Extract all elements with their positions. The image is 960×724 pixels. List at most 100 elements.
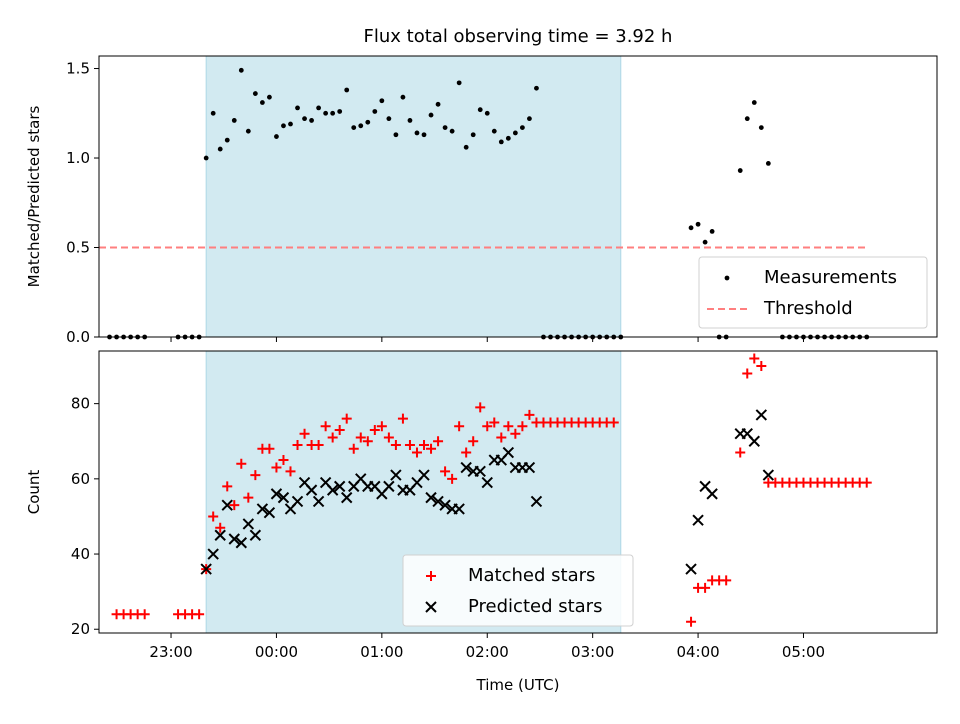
matched-stars-point	[208, 511, 219, 522]
predicted-stars-point	[291, 495, 304, 508]
predicted-stars-point	[277, 491, 290, 504]
predicted-stars-point	[312, 495, 325, 508]
matched-stars-point	[524, 409, 535, 420]
predicted-stars-point	[235, 537, 248, 549]
matched-stars-point	[292, 440, 303, 450]
matched-stars-point	[517, 421, 528, 432]
ratio-panel: 0.0 0.5 1.0 1.5 Flux total observing time = …	[25, 26, 938, 346]
matched-stars-point	[313, 440, 324, 450]
measurements-point	[449, 128, 455, 134]
measurements-point	[238, 67, 244, 73]
matched-stars-point	[271, 462, 282, 473]
y-tick-label: 60	[71, 470, 90, 488]
matched-stars-point	[756, 361, 767, 372]
measurements-point	[316, 105, 322, 111]
predicted-stars-point	[390, 469, 402, 481]
measurements-point	[281, 123, 286, 129]
measurements-point	[491, 128, 497, 134]
chart-title: Flux total observing time = 3.92 h	[364, 26, 673, 47]
measurements-point	[505, 135, 511, 141]
matched-stars-point	[503, 421, 514, 432]
matched-stars-point	[397, 413, 408, 424]
measurements-point	[295, 105, 300, 111]
measurements-point	[344, 87, 350, 93]
matched-stars-point	[348, 443, 359, 454]
measurements-point	[527, 116, 532, 122]
matched-stars-point	[222, 481, 233, 492]
matched-stars-point	[355, 432, 366, 443]
measurements-legend-point	[724, 275, 730, 281]
legend-label: Threshold	[763, 298, 853, 319]
x-tick-label: 23:00	[149, 643, 192, 661]
y-axis-label: Matched/Predicted stars	[25, 106, 43, 288]
predicted-stars-point	[530, 495, 543, 508]
predicted-stars-point	[333, 480, 346, 493]
measurements-point	[267, 94, 272, 100]
x-tick-label: 01:00	[360, 643, 403, 661]
measurements-point	[379, 98, 385, 104]
predicted-stars-legend-swatch	[425, 601, 437, 613]
measurements-point	[288, 121, 293, 127]
matched-stars-point	[278, 455, 289, 466]
y-tick-label: 40	[71, 545, 90, 563]
predicted-stars-point	[270, 488, 283, 500]
measurements-point	[688, 225, 694, 231]
predicted-stars-point	[762, 469, 775, 481]
predicted-stars-point	[439, 499, 451, 511]
matched-stars-point	[608, 417, 619, 428]
axes-frame	[98, 350, 938, 634]
legend: Measurements Threshold	[698, 256, 928, 329]
measurements-point	[217, 146, 223, 152]
matched-stars-point	[229, 500, 240, 511]
predicted-stars-point	[460, 461, 472, 474]
measurements-point	[709, 229, 715, 234]
legend: Matched stars Predicted stars	[402, 554, 634, 627]
measurements-point	[765, 160, 771, 166]
matched-stars-point	[299, 428, 310, 439]
measurements-point	[407, 118, 413, 123]
matched-stars-legend-swatch	[426, 571, 436, 581]
measurements-point	[231, 118, 237, 123]
measurements-point	[302, 116, 307, 122]
measurements-point	[498, 139, 504, 145]
matched-stars-point	[440, 466, 451, 477]
matched-stars-point	[749, 353, 760, 364]
matched-stars-point	[327, 432, 338, 443]
predicted-stars-point	[481, 476, 493, 489]
matched-stars-series	[111, 353, 872, 627]
legend-label: Measurements	[764, 267, 897, 288]
legend-box	[698, 256, 928, 329]
x-tick-label: 00:00	[255, 643, 298, 661]
predicted-stars-point	[221, 499, 233, 511]
matched-stars-point	[215, 522, 226, 533]
predicted-stars-point	[383, 480, 395, 493]
measurements-point	[323, 110, 329, 116]
legend-label: Matched stars	[468, 565, 595, 586]
measurements-point	[512, 130, 518, 136]
measurements-point	[365, 119, 371, 125]
predicted-stars-point	[523, 461, 536, 474]
measurements-point	[484, 110, 490, 116]
predicted-stars-point	[263, 506, 276, 519]
matched-stars-point	[285, 466, 296, 477]
matched-stars-point	[419, 440, 430, 450]
measurements-point	[737, 168, 743, 173]
measurements-point	[414, 130, 420, 136]
legend-label: Predicted stars	[468, 596, 602, 617]
matched-stars-point	[447, 473, 458, 484]
matched-stars-point	[426, 443, 437, 454]
plot-area	[111, 353, 872, 627]
x-tick-label: 03:00	[571, 643, 614, 661]
y-tick-label: 80	[71, 395, 90, 413]
measurements-point	[351, 125, 357, 130]
matched-stars-point	[433, 436, 444, 447]
y-tick-label: 20	[71, 620, 90, 638]
measurements-point	[477, 107, 483, 113]
matched-stars-point	[369, 424, 380, 435]
measurements-point	[393, 132, 399, 138]
predicted-stars-point	[502, 446, 515, 459]
y-tick-label: 1.0	[66, 149, 90, 167]
measurements-point	[337, 109, 343, 114]
measurements-point	[421, 132, 427, 138]
